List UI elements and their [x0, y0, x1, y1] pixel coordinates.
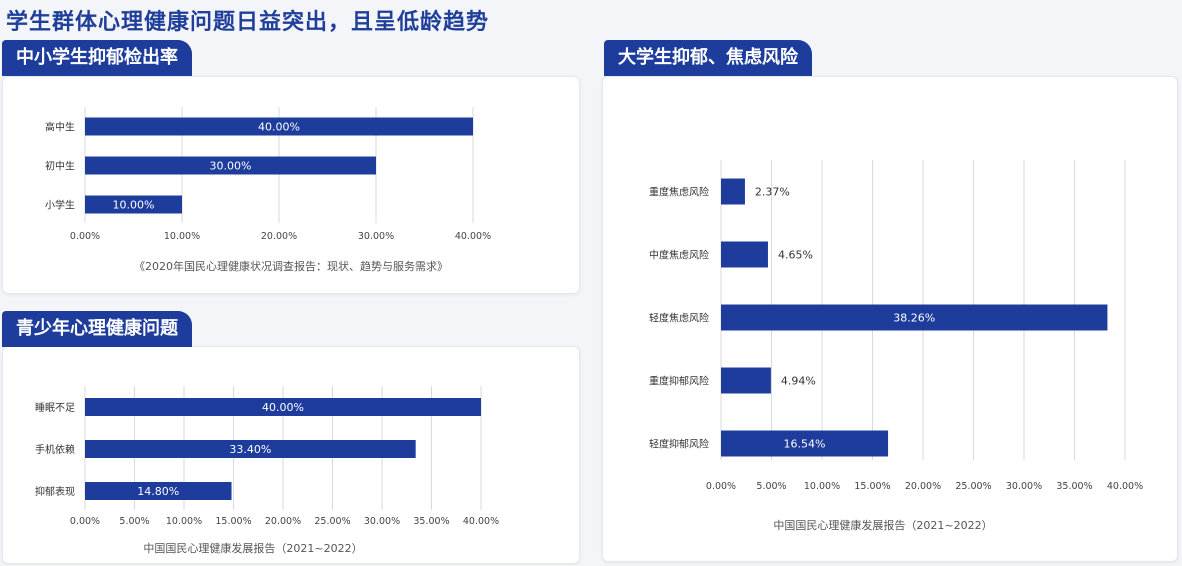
bar	[721, 241, 768, 268]
category-label: 重度抑郁风险	[649, 375, 709, 388]
x-tick-label: 5.00%	[119, 516, 149, 527]
chart-source-note: 中国国民心理健康发展报告（2021~2022）	[143, 541, 362, 555]
category-label: 轻度焦虑风险	[649, 312, 709, 325]
x-tick-label: 10.00%	[804, 481, 840, 492]
panel-college-depression-anxiety: 2.37% 4.65% 38.26% 4.94% 16.54% 重度焦虑风险 中度焦虑风险轻…	[602, 76, 1178, 562]
x-tick-label: 15.00%	[215, 516, 251, 527]
bar-value-label: 4.94%	[781, 375, 816, 388]
bar-value-label: 40.00%	[258, 121, 300, 134]
category-label: 轻度抑郁风险	[649, 438, 709, 451]
chart-source-note: 《2020年国民心理健康状况调查报告：现状、趋势与服务需求》	[134, 259, 448, 273]
x-tick-label: 20.00%	[261, 231, 297, 242]
chart-source-note: 中国国民心理健康发展报告（2021~2022）	[773, 518, 992, 532]
bar	[721, 178, 745, 205]
bar	[85, 440, 416, 458]
x-tick-label: 30.00%	[1006, 481, 1042, 492]
category-label: 中度焦虑风险	[649, 249, 709, 262]
bar-value-label: 40.00%	[262, 401, 304, 414]
bar-value-label: 30.00%	[210, 160, 252, 173]
x-tick-label: 30.00%	[364, 516, 400, 527]
panel-youth-mental-health: 40.00% 33.40% 14.80% 睡眠不足手机依赖抑郁表现 0.00% 5.00%…	[2, 346, 580, 564]
x-tick-label: 40.00%	[1107, 481, 1143, 492]
x-tick-label: 10.00%	[166, 516, 202, 527]
bar-value-label: 2.37%	[755, 186, 790, 199]
bar	[85, 482, 232, 500]
x-tick-label: 35.00%	[413, 516, 449, 527]
x-tick-label: 40.00%	[455, 231, 491, 242]
chart-college-depression-anxiety: 2.37% 4.65% 38.26% 4.94% 16.54% 重度焦虑风险中度焦虑风险轻…	[649, 160, 1143, 532]
bar-value-label: 33.40%	[229, 443, 271, 456]
bar	[721, 367, 771, 394]
category-label: 初中生	[45, 160, 75, 173]
bar-value-label: 38.26%	[893, 312, 935, 325]
category-label: 重度焦虑风险	[649, 186, 709, 199]
x-tick-label: 15.00%	[854, 481, 890, 492]
x-tick-label: 5.00%	[756, 481, 786, 492]
bar-value-label: 10.00%	[113, 199, 155, 212]
x-tick-label: 25.00%	[955, 481, 991, 492]
x-tick-label: 20.00%	[905, 481, 941, 492]
bar	[85, 117, 473, 136]
bar	[85, 195, 182, 214]
panel-primary-middle-depression: 40.00% 30.00% 10.00% 高中生初中生小学生 0.00% 10.00% 20…	[2, 76, 580, 294]
category-label: 手机依赖	[35, 443, 75, 456]
x-tick-label: 40.00%	[463, 516, 499, 527]
x-tick-label: 0.00%	[706, 481, 736, 492]
panel-tab-primary-middle-depression: 中小学生抑郁检出率	[2, 40, 192, 76]
panel-tab-college-depression-anxiety: 大学生抑郁、焦虑风险	[604, 40, 812, 76]
x-tick-label: 30.00%	[358, 231, 394, 242]
category-label: 小学生	[45, 199, 75, 212]
x-tick-label: 35.00%	[1056, 481, 1092, 492]
category-label: 高中生	[45, 121, 75, 134]
category-label: 睡眠不足	[35, 401, 75, 414]
x-tick-label: 20.00%	[265, 516, 301, 527]
bar	[85, 156, 376, 175]
x-tick-label: 0.00%	[70, 516, 100, 527]
x-tick-label: 0.00%	[70, 231, 100, 242]
category-label: 抑郁表现	[35, 485, 75, 498]
bar-value-label: 16.54%	[784, 438, 826, 451]
page-title: 学生群体心理健康问题日益突出，且呈低龄趋势	[6, 10, 490, 35]
bar-value-label: 14.80%	[137, 485, 179, 498]
x-tick-label: 25.00%	[314, 516, 350, 527]
x-tick-label: 10.00%	[164, 231, 200, 242]
bar	[85, 398, 481, 416]
bar-value-label: 4.65%	[778, 249, 813, 262]
panel-tab-youth-mental-health: 青少年心理健康问题	[2, 311, 192, 347]
bar	[721, 430, 889, 457]
bar	[721, 304, 1108, 331]
